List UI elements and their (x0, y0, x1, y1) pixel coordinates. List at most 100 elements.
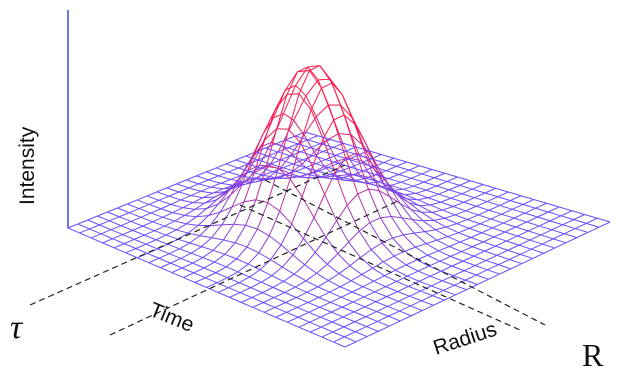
mesh-line-time (416, 259, 430, 267)
mesh-line-radius (305, 272, 317, 282)
mesh-line-time (338, 133, 352, 136)
mesh-line-time (218, 175, 231, 180)
mesh-line-radius (343, 321, 355, 328)
mesh-line-radius (228, 282, 240, 289)
mesh-line-time (288, 128, 302, 144)
mesh-line-time (459, 241, 473, 248)
mesh-line-radius (262, 286, 274, 294)
mesh-line-time (307, 65, 320, 68)
mesh-line-radius (403, 185, 414, 190)
mesh-line-radius (112, 234, 123, 240)
mesh-line-time (383, 162, 397, 167)
mesh-line-time (318, 296, 331, 303)
mesh-line-radius (281, 254, 294, 268)
mesh-line-radius (276, 94, 288, 129)
mesh-line-radius (388, 310, 400, 317)
mesh-line-time (421, 173, 435, 179)
surface-mesh (67, 65, 611, 348)
mesh-line-time (255, 151, 269, 157)
mesh-line-radius (431, 209, 443, 213)
mesh-line-time (406, 198, 420, 207)
mesh-line-radius (181, 262, 193, 269)
mesh-line-time (333, 341, 346, 348)
mesh-line-time (433, 219, 447, 228)
mesh-line-time (260, 167, 274, 173)
mesh-line-radius (309, 65, 321, 71)
mesh-line-radius (188, 183, 199, 189)
mesh-line-radius (472, 241, 484, 248)
mesh-line-time (251, 297, 264, 303)
mesh-line-time (155, 239, 168, 245)
mesh-line-time (535, 207, 549, 213)
mesh-line-radius (237, 263, 249, 273)
mesh-line-time (386, 296, 399, 302)
mesh-line-radius (517, 230, 529, 237)
mesh-line-time (128, 212, 142, 218)
mesh-line-radius (377, 315, 389, 322)
mesh-line-time (248, 163, 261, 169)
mesh-line-time (481, 232, 495, 238)
mesh-line-time (252, 306, 265, 313)
mesh-line-time (276, 128, 289, 130)
mesh-line-radius (363, 291, 375, 298)
mesh-line-radius (586, 217, 598, 224)
mesh-line-time (434, 177, 448, 183)
mesh-line-time (297, 316, 310, 323)
mesh-line-time (329, 291, 342, 298)
mesh-line-time (533, 199, 547, 204)
mesh-line-time (384, 275, 397, 282)
mesh-line-time (380, 186, 393, 191)
mesh-line-radius (305, 95, 317, 117)
mesh-line-time (336, 220, 349, 243)
mesh-line-time (459, 184, 473, 190)
mesh-line-time (388, 178, 402, 183)
mesh-line-radius (225, 159, 237, 165)
mesh-line-radius (490, 213, 502, 220)
mesh-line-time (423, 181, 437, 187)
mesh-line-radius (124, 238, 135, 245)
mesh-line-time (348, 158, 362, 164)
mesh-line-time (507, 249, 521, 255)
mesh-line-radius (317, 280, 329, 288)
mesh-line-radius (211, 224, 223, 239)
mesh-line-radius (417, 197, 429, 201)
mesh-line-time (340, 286, 353, 293)
mesh-line-radius (343, 114, 355, 125)
mesh-line-time (439, 260, 453, 267)
mesh-line-time (398, 300, 411, 307)
mesh-line-radius (357, 188, 369, 195)
mesh-line-time (451, 197, 464, 203)
mesh-line-radius (538, 220, 551, 227)
mesh-line-radius (337, 241, 349, 254)
mesh-line-radius (473, 250, 485, 257)
mesh-line-time (442, 209, 456, 216)
mesh-line-radius (205, 272, 216, 279)
mesh-line-time (390, 216, 404, 236)
mesh-line-radius (459, 237, 472, 243)
mesh-line-radius (219, 194, 231, 213)
mesh-line-time (215, 167, 229, 173)
mesh-line-time (306, 291, 319, 298)
mesh-line-time (130, 220, 143, 227)
mesh-line-time (215, 272, 228, 279)
mesh-line-time (350, 134, 364, 146)
mesh-line-radius (295, 167, 306, 172)
mesh-line-time (419, 165, 433, 170)
mesh-line-time (385, 170, 399, 175)
mesh-line-radius (119, 212, 130, 218)
mesh-line-time (429, 204, 443, 211)
mesh-line-radius (122, 229, 133, 236)
mesh-line-radius (575, 222, 587, 230)
mesh-line-time (515, 226, 529, 232)
mesh-line-radius (459, 180, 471, 186)
mesh-line-time (252, 178, 266, 181)
mesh-line-time (330, 139, 344, 144)
mesh-line-radius (383, 255, 395, 263)
mesh-line-time (297, 70, 310, 73)
mesh-line-radius (117, 203, 128, 209)
mesh-line-radius (476, 201, 488, 207)
mesh-line-radius (283, 273, 295, 282)
mesh-line-radius (218, 171, 229, 177)
mesh-line-time (370, 158, 384, 164)
mesh-line-time (348, 241, 361, 258)
